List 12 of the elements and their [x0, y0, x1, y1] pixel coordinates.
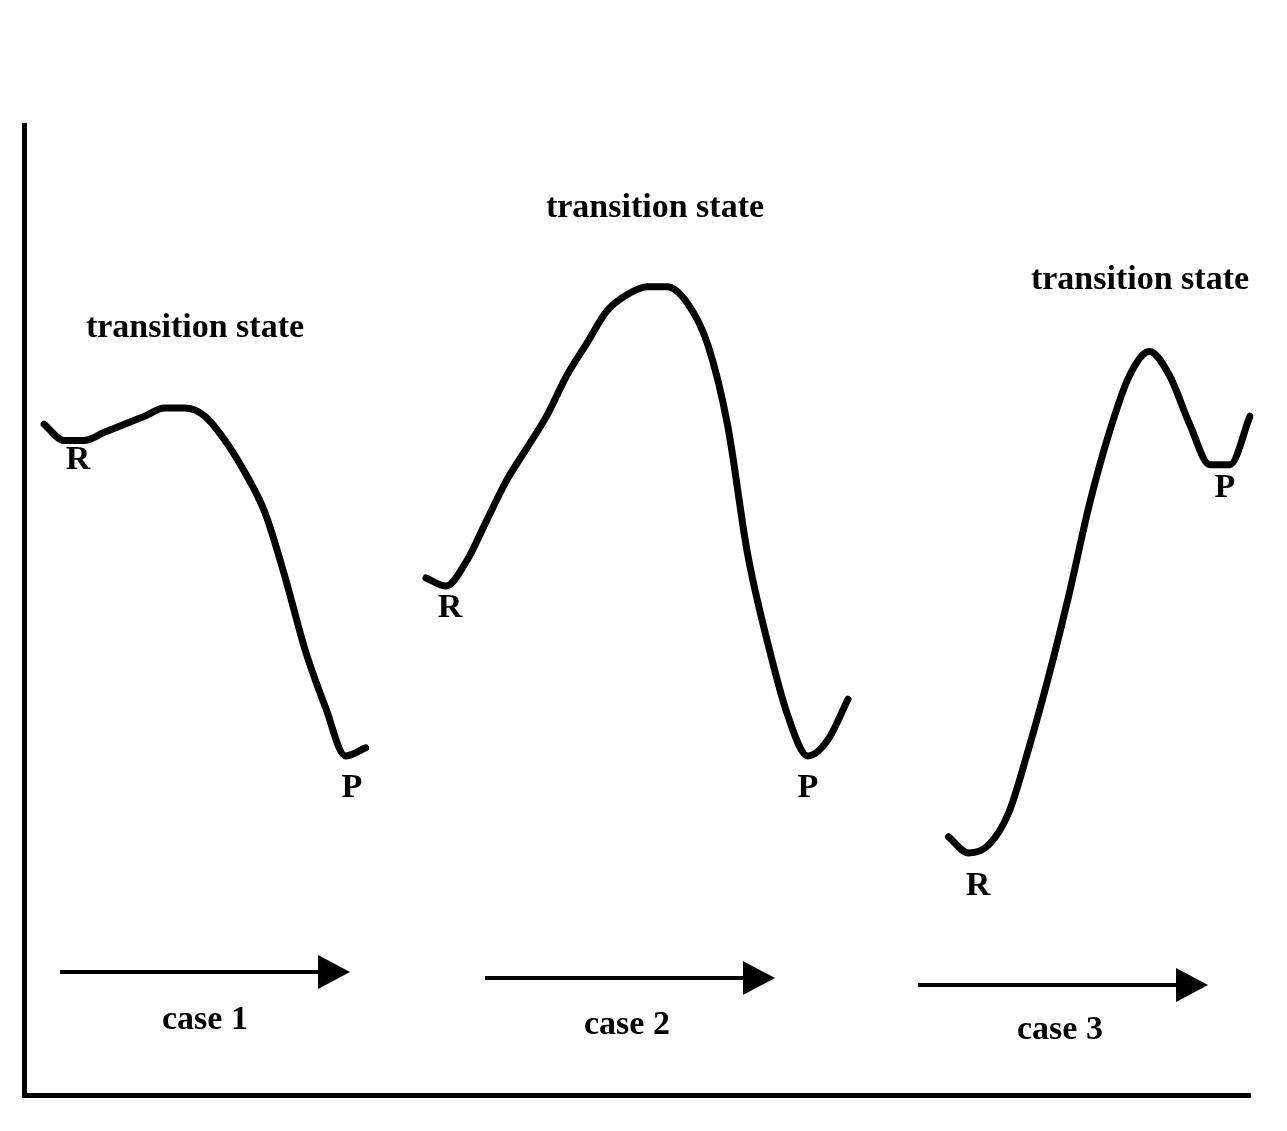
annotation: transition state	[1029, 258, 1251, 298]
annotation: transition state	[84, 306, 306, 346]
annotation: case 1	[161, 998, 249, 1038]
text: transition state	[544, 186, 766, 226]
annotation: case 2	[583, 1003, 671, 1043]
annotation: case 3	[1016, 1008, 1104, 1048]
annotation: R	[964, 864, 992, 904]
annotation: R	[64, 438, 92, 478]
annotation: R	[436, 586, 464, 626]
annotation: P	[1213, 466, 1237, 506]
annotation: P	[796, 766, 820, 806]
annotation: P	[340, 766, 364, 806]
